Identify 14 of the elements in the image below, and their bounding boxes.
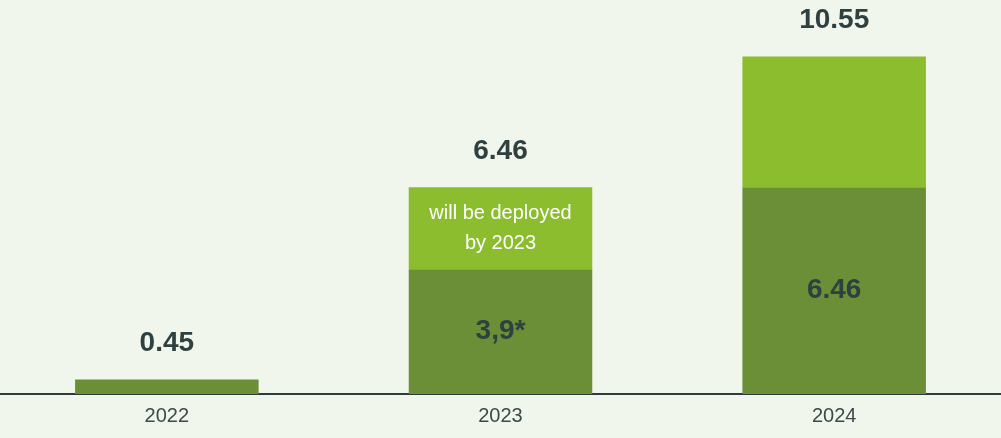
x-tick-label: 2023 (478, 403, 523, 426)
data-label: will be deployed by 2023 (428, 200, 572, 253)
bar (408, 187, 593, 270)
x-tick-label: 2022 (144, 403, 190, 426)
total-label: 0.45 (139, 326, 195, 358)
bar (742, 187, 926, 394)
data-label: 6.46 (806, 273, 862, 305)
x-tick-label: 2024 (811, 403, 857, 426)
total-label: 6.46 (473, 134, 528, 165)
data-label: 3,9* (475, 314, 526, 346)
bar (75, 379, 259, 394)
bar (408, 269, 593, 394)
total-label: 10.55 (799, 3, 870, 35)
bar (742, 56, 926, 188)
